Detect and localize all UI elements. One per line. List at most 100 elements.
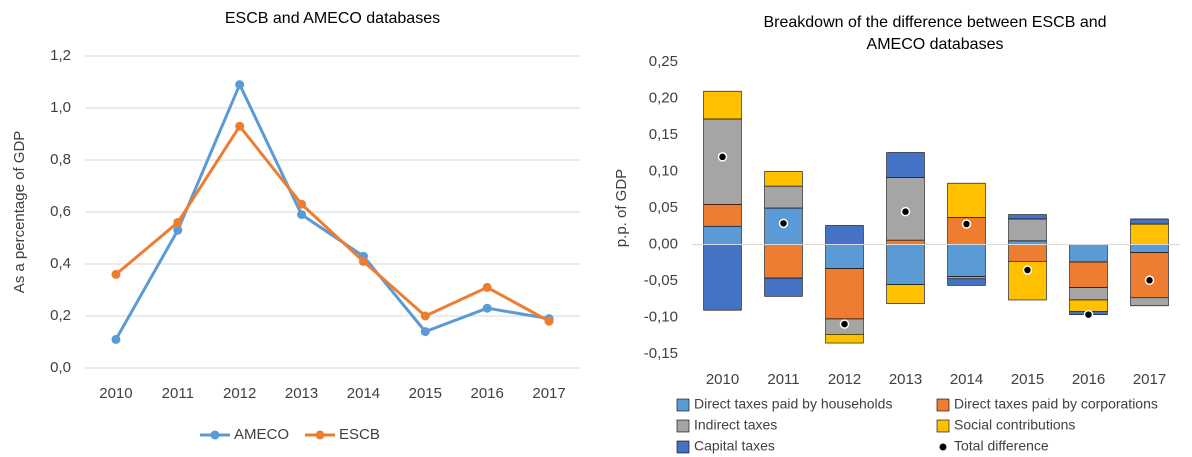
bar-segment [703,90,742,120]
bar-segment [947,182,986,218]
x-tick-label: 2011 [162,385,194,402]
legend-label: Total difference [954,438,1049,454]
point [111,269,121,279]
y-tick-label: 0,0 [50,359,71,376]
x-tick-label: 2017 [1133,371,1166,388]
legend-label: AMECO [234,426,289,443]
bar-segment [1069,261,1108,288]
y-tick-label: 0,10 [649,162,678,179]
point [235,121,245,131]
bar-segment [1069,287,1108,301]
point [482,303,492,313]
point [420,327,430,337]
bar-segment [886,239,925,245]
legend-marker [210,430,220,440]
bar-segment [1069,244,1108,263]
bar-segment [703,204,742,227]
y-tick-label: -0,05 [644,272,678,289]
x-tick-label: 2016 [471,385,504,402]
legend-label: Direct taxes paid by households [694,396,892,412]
y-axis-title: p.p. of GDP [613,169,630,247]
y-tick-label: 0,8 [50,151,71,168]
point [173,217,183,227]
legend-swatch [936,398,950,412]
legend-marker [315,430,325,440]
legend-label: Social contributions [954,417,1075,433]
y-tick-label: -0,15 [644,345,678,362]
x-tick-label: 2010 [99,385,132,402]
bar-segment [1130,244,1169,253]
bar-segment [886,152,925,178]
y-tick-label: 1,0 [50,99,71,116]
x-tick-label: 2015 [1011,371,1044,388]
legend-label: Indirect taxes [694,417,777,433]
y-tick-label: 0,2 [50,307,71,324]
legend-swatch [676,419,690,433]
legend-marker [939,443,947,451]
bar-segment [1008,244,1047,262]
bar-segment [1008,214,1047,220]
bar-segment [947,278,986,286]
x-tick-label: 2012 [223,385,256,402]
y-tick-label: 1,2 [50,47,71,64]
x-tick-label: 2013 [889,371,922,388]
y-tick-label: 0,15 [649,126,678,143]
x-tick-label: 2016 [1072,371,1105,388]
bar-segment [1130,223,1169,245]
bar-segment [825,333,864,344]
x-tick-label: 2013 [285,385,318,402]
bar-segment [825,268,864,320]
bar-segment [947,276,986,280]
point [544,316,554,326]
point [420,311,430,321]
point [297,210,307,220]
bar-segment [764,171,803,187]
bar-segment [1008,218,1047,242]
legend-swatch [936,419,950,433]
bar-segment [1130,218,1169,225]
x-tick-label: 2012 [828,371,861,388]
x-tick-label: 2017 [532,385,565,402]
total-marker [839,319,850,329]
x-tick-label: 2014 [347,385,380,402]
bar-segment [1130,252,1169,299]
bar-segment [703,244,742,311]
total-marker [717,152,728,162]
total-marker [961,219,972,229]
y-tick-label: -0,10 [644,308,678,325]
bar-segment [703,225,742,245]
point [297,199,307,209]
y-tick-label: 0,6 [50,203,71,220]
point [358,256,368,266]
bar-segment [1008,240,1047,245]
x-tick-label: 2014 [950,371,983,388]
bar-segment [947,244,986,277]
total-marker [1144,275,1155,286]
total-marker [900,206,911,217]
chart-title: ESCB and AMECO databases [224,10,441,27]
bar-segment [825,244,864,269]
bar-segment [1130,297,1169,307]
point [482,282,492,292]
legend-label: Direct taxes paid by corporations [954,396,1158,412]
x-tick-label: 2011 [767,371,799,388]
legend-swatch [676,440,690,454]
y-tick-label: 0,05 [649,199,678,216]
y-tick-label: 0,25 [649,53,678,70]
legend-label: Capital taxes [694,438,775,454]
y-tick-label: 0,00 [649,235,678,252]
bar-segment [764,185,803,209]
legend-label: ESCB [339,426,380,443]
line [114,123,550,323]
y-tick-label: 0,4 [50,255,71,272]
point [173,225,183,235]
point [111,334,121,344]
bar-segment [886,244,925,285]
y-tick-label: 0,20 [649,89,678,106]
y-axis-title: As a percentage of GDP [11,131,28,294]
bar-segment [886,284,925,304]
bar-segment [764,277,803,297]
chart-title: Breakdown of the difference between ESCB… [763,14,1107,53]
